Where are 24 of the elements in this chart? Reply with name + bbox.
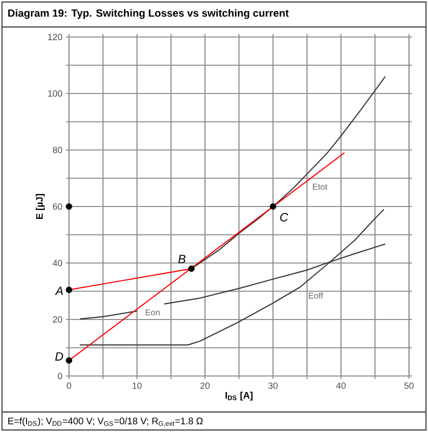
x-tick-label: 30	[268, 382, 278, 389]
y-tick-label: 120	[48, 34, 62, 40]
x-tick-label: 40	[336, 382, 346, 389]
x-tick-label: 0	[66, 382, 72, 389]
annotation: D	[55, 352, 64, 361]
annotation: C	[280, 213, 288, 222]
chart-title: Diagram 19: Typ. Switching Losses vs switching current	[8, 9, 289, 19]
series-label: Eoff	[308, 292, 324, 299]
x-tick-label: 50	[404, 382, 414, 389]
y-tick-label: 0	[58, 372, 62, 380]
text: E=f(I$_{DS}$); V$_{DD}$=400 V; V$_{GS}$=0/18 V; R$_{G,ext}$=1.8 Ω	[8, 417, 203, 427]
y-tick-label: 100	[48, 90, 62, 97]
y-axis-title: E [µJ]	[36, 194, 45, 219]
y-tick-label: 20	[52, 316, 62, 323]
series-label: Eon	[146, 309, 160, 316]
y-tick-label: 60	[52, 203, 62, 210]
x-tick-label: 10	[132, 382, 142, 389]
x-tick-label: 20	[200, 382, 210, 389]
y-tick-label: 40	[52, 260, 62, 266]
series-label: Etot	[312, 184, 328, 190]
x-axis-title: I$_{DS}$ [A]	[226, 392, 253, 401]
annotation: A	[54, 286, 63, 295]
annotation: B	[178, 254, 186, 264]
y-tick-label: 80	[52, 146, 62, 154]
